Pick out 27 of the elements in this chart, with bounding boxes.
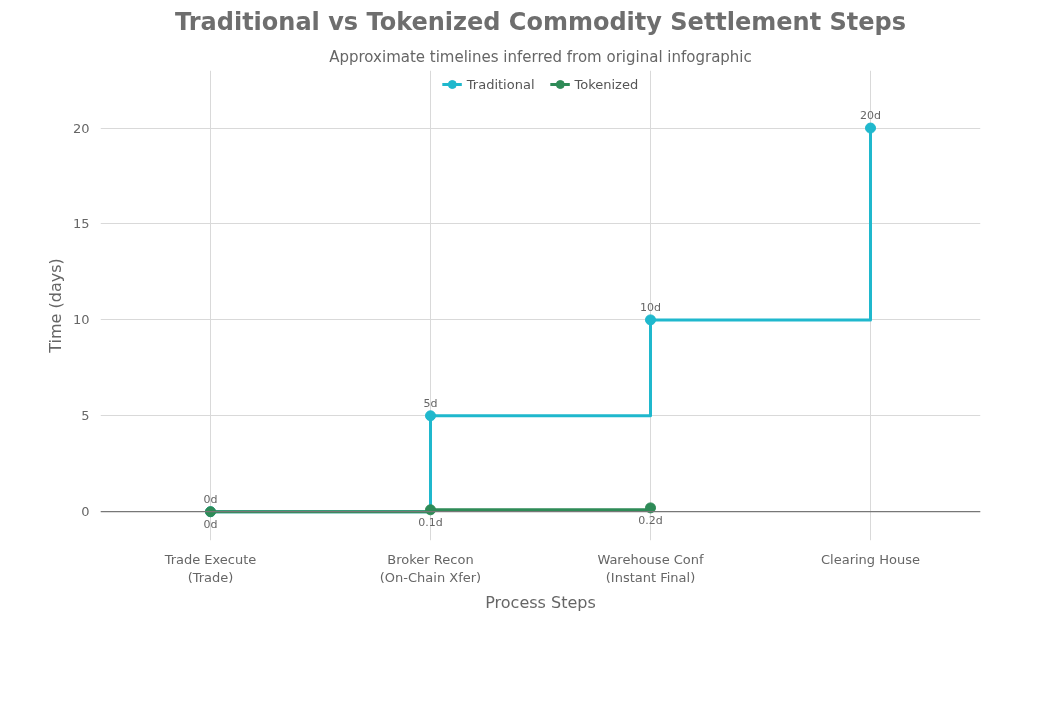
point <box>425 410 436 422</box>
x-tick-label: Broker Recon (On-Chain Xfer) <box>379 551 482 585</box>
data-label: 20d <box>860 109 881 123</box>
y-tick-label: 15 <box>72 216 90 232</box>
y-tick-label: 0 <box>81 504 90 520</box>
y-tick-label: 5 <box>81 408 90 424</box>
chart-subtitle: Approximate timelines inferred from original infographic <box>329 47 752 66</box>
y-tick-label: 20 <box>72 120 90 136</box>
data-label: 0d <box>203 492 218 506</box>
data-label: 10d <box>640 300 661 314</box>
x-tick-label: Warehouse Conf (Instant Final) <box>597 551 705 585</box>
legend-label: Traditional <box>466 76 535 92</box>
point <box>645 502 656 514</box>
data-label: 0.1d <box>418 515 443 529</box>
data-label: 5d <box>423 396 438 410</box>
x-axis-title: Process Steps <box>485 592 596 612</box>
point <box>425 504 436 516</box>
data-label: 0d <box>203 517 218 531</box>
point <box>645 314 656 326</box>
point <box>865 122 876 134</box>
chart-title: Traditional vs Tokenized Commodity Settlement Steps <box>174 7 907 36</box>
x-tick-label: Trade Execute (Trade) <box>163 551 257 585</box>
x-tick-label: Clearing House <box>821 551 920 567</box>
legend-label: Tokenized <box>574 76 639 92</box>
y-axis-title: Time (days) <box>45 258 65 354</box>
data-label: 0.2d <box>638 513 663 527</box>
y-tick-label: 10 <box>72 312 90 328</box>
